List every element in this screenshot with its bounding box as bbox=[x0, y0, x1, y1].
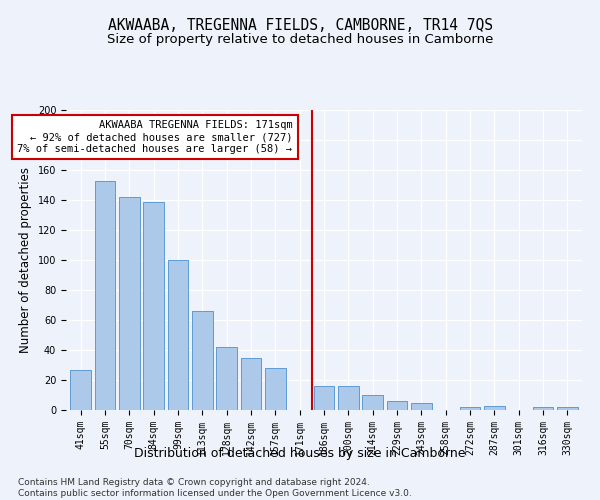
Bar bbox=[533, 407, 553, 410]
Bar bbox=[362, 395, 383, 410]
Bar bbox=[241, 358, 262, 410]
Bar bbox=[484, 406, 505, 410]
Bar bbox=[192, 311, 212, 410]
Text: AKWAABA TREGENNA FIELDS: 171sqm
← 92% of detached houses are smaller (727)
7% of: AKWAABA TREGENNA FIELDS: 171sqm ← 92% of… bbox=[17, 120, 292, 154]
Bar bbox=[95, 180, 115, 410]
Bar bbox=[167, 260, 188, 410]
Bar bbox=[314, 386, 334, 410]
Bar bbox=[386, 401, 407, 410]
Bar bbox=[70, 370, 91, 410]
Bar bbox=[411, 402, 432, 410]
Y-axis label: Number of detached properties: Number of detached properties bbox=[19, 167, 32, 353]
Bar bbox=[216, 347, 237, 410]
Bar bbox=[265, 368, 286, 410]
Text: AKWAABA, TREGENNA FIELDS, CAMBORNE, TR14 7QS: AKWAABA, TREGENNA FIELDS, CAMBORNE, TR14… bbox=[107, 18, 493, 32]
Bar bbox=[460, 407, 481, 410]
Bar bbox=[119, 197, 140, 410]
Bar bbox=[338, 386, 359, 410]
Text: Distribution of detached houses by size in Camborne: Distribution of detached houses by size … bbox=[134, 448, 466, 460]
Bar bbox=[143, 202, 164, 410]
Text: Size of property relative to detached houses in Camborne: Size of property relative to detached ho… bbox=[107, 32, 493, 46]
Bar bbox=[557, 407, 578, 410]
Text: Contains HM Land Registry data © Crown copyright and database right 2024.
Contai: Contains HM Land Registry data © Crown c… bbox=[18, 478, 412, 498]
